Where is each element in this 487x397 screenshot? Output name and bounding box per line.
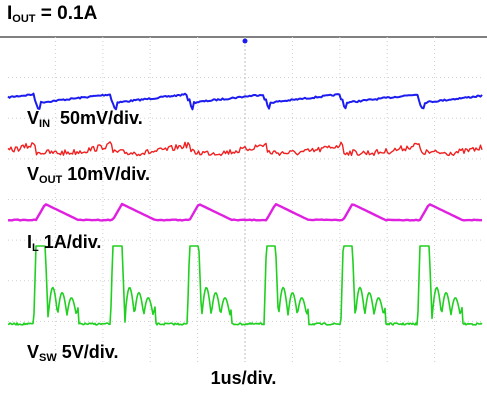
vsw-trace — [7, 245, 483, 326]
il-trace — [7, 202, 482, 222]
vout-trace — [7, 141, 483, 157]
il-label: IL 1A/div. — [27, 232, 102, 254]
vout-label: VOUT 10mV/div. — [27, 164, 150, 186]
vsw-label: VSW 5V/div. — [27, 342, 119, 364]
scope-grid — [0, 36, 487, 362]
title-rest: = 0.1A — [35, 3, 98, 24]
vin-label: VIN 50mV/div. — [27, 108, 143, 130]
time-scale-label: 1us/div. — [210, 368, 277, 388]
chart-title: IOUT = 0.1A — [7, 4, 97, 29]
title-subscript: OUT — [12, 13, 36, 25]
trigger-marker — [242, 38, 248, 44]
title-main: I — [7, 3, 13, 24]
vin-trace — [7, 92, 483, 111]
scope-traces — [7, 92, 483, 326]
